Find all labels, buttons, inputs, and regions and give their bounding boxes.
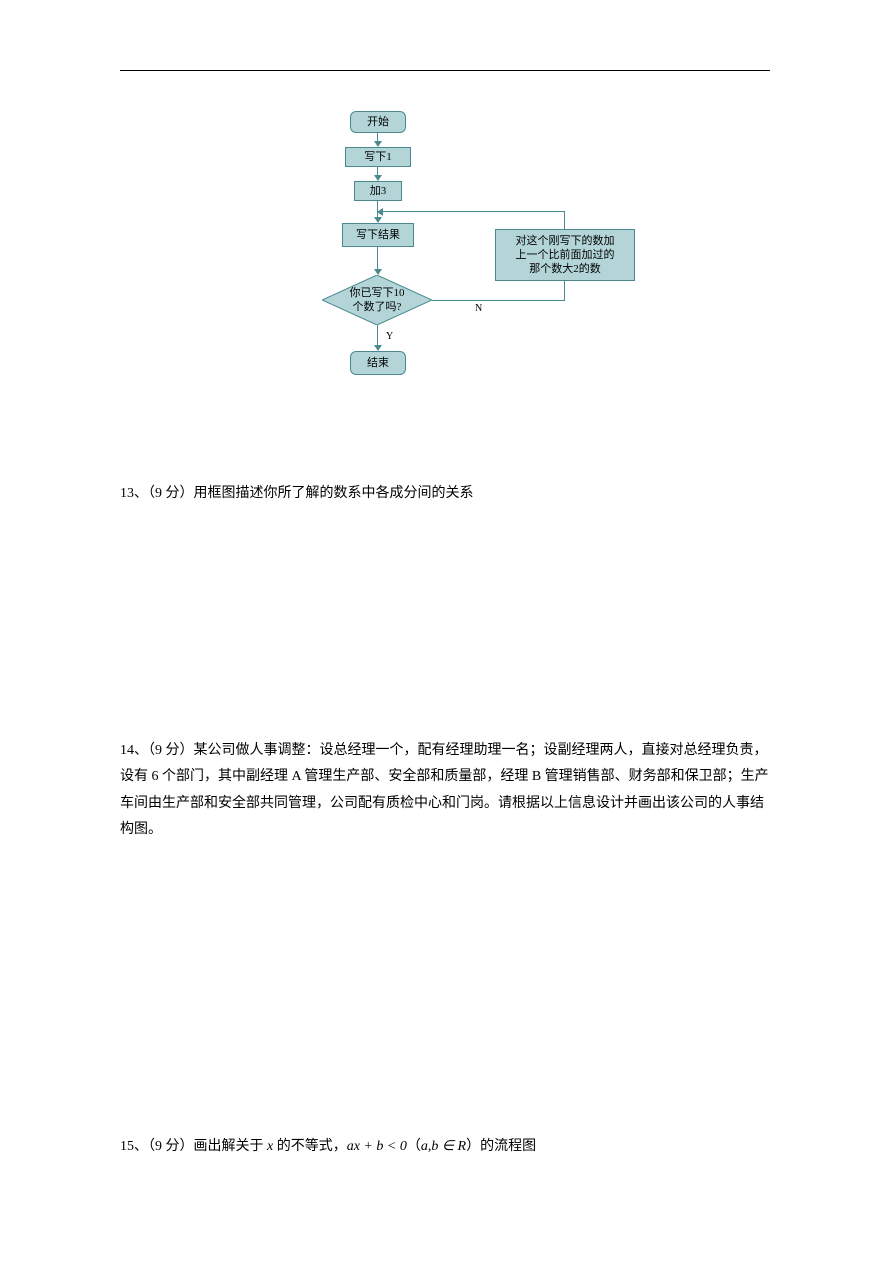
q15-domain: a,b ∈ R (421, 1139, 466, 1154)
q14-text: 14、（9 分）某公司做人事调整：设总经理一个，配有经理助理一名；设副经理两人，… (120, 743, 769, 838)
fc-step-write-result: 写下结果 (342, 223, 414, 247)
fc-decision: 你已写下10 个数了吗? (322, 275, 432, 325)
q15-prefix: 15、（9 分）画出解关于 (120, 1139, 264, 1154)
fc-end-label: 结束 (367, 356, 389, 370)
question-13: 13、（9 分）用框图描述你所了解的数系中各成分间的关系 (120, 481, 770, 508)
flowchart: 开始 写下1 加3 写下结果 对这个刚写下的数加 上一个比前面加过的 那个数大2… (320, 111, 700, 431)
fc-step-write1: 写下1 (345, 147, 411, 167)
fc-connector (377, 325, 378, 347)
fc-connector (564, 281, 565, 301)
q15-expr: ax + b < 0 (347, 1139, 407, 1154)
q15-mid: 的不等式， (277, 1139, 347, 1154)
fc-step1-label: 写下1 (364, 150, 392, 164)
q15-suffix: 的流程图 (480, 1139, 536, 1154)
fc-step-feedback: 对这个刚写下的数加 上一个比前面加过的 那个数大2的数 (495, 229, 635, 281)
fc-step-add3: 加3 (354, 181, 402, 201)
fc-end: 结束 (350, 351, 406, 375)
fc-connector (377, 247, 378, 271)
fc-start: 开始 (350, 111, 406, 133)
question-14: 14、（9 分）某公司做人事调整：设总经理一个，配有经理助理一名；设副经理两人，… (120, 738, 770, 844)
fc-label-no: N (475, 303, 482, 314)
question-15: 15、（9 分）画出解关于 x 的不等式，ax + b < 0（a,b ∈ R）… (120, 1134, 770, 1161)
q15-paren-close: ） (466, 1139, 480, 1154)
fc-start-label: 开始 (367, 115, 389, 129)
page-content: 开始 写下1 加3 写下结果 对这个刚写下的数加 上一个比前面加过的 那个数大2… (120, 70, 770, 1169)
fc-step2-label: 加3 (370, 184, 387, 198)
fc-connector (564, 211, 565, 229)
q15-var-x: x (264, 1139, 277, 1154)
fc-feedback-label: 对这个刚写下的数加 上一个比前面加过的 那个数大2的数 (516, 234, 615, 277)
top-rule (120, 70, 770, 71)
fc-connector (432, 300, 565, 301)
fc-connector (377, 211, 565, 212)
fc-step3-label: 写下结果 (356, 228, 400, 242)
fc-decision-label: 你已写下10 个数了吗? (350, 286, 405, 315)
q13-text: 13、（9 分）用框图描述你所了解的数系中各成分间的关系 (120, 486, 474, 501)
fc-arrow (377, 208, 383, 216)
fc-label-yes: Y (386, 331, 393, 342)
q15-paren-open: （ (407, 1139, 421, 1154)
